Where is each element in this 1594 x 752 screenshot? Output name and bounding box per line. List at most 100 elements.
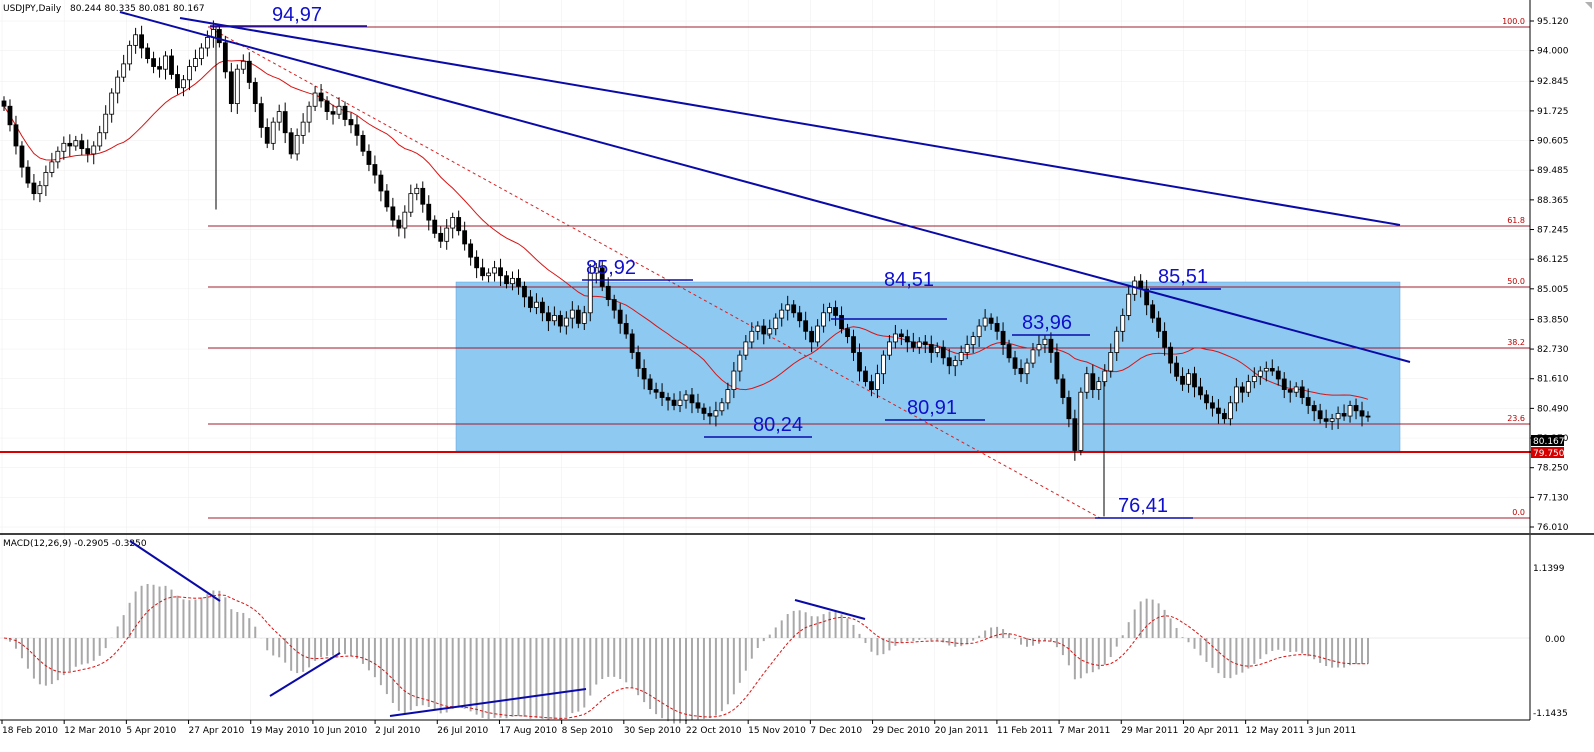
candle-body xyxy=(336,105,342,115)
candle-body xyxy=(1263,367,1269,372)
time-tick-label: 26 Jul 2010 xyxy=(437,726,488,736)
candle-body xyxy=(1078,391,1084,451)
candle-body xyxy=(1036,344,1042,351)
candle-body xyxy=(1257,370,1263,377)
candle-body xyxy=(1084,373,1090,393)
candle-body xyxy=(916,341,922,348)
candle-body xyxy=(701,407,707,414)
ma-line xyxy=(3,59,1369,400)
time-tick-label: 15 Nov 2010 xyxy=(748,726,806,736)
time-tick-label: 11 Feb 2011 xyxy=(997,726,1053,736)
candle-body xyxy=(1090,373,1096,390)
candle-body xyxy=(1066,397,1072,420)
candle-body xyxy=(510,277,515,285)
candle-body xyxy=(486,272,491,277)
candle-body xyxy=(258,103,264,128)
candle-body xyxy=(528,296,533,308)
candle-body xyxy=(7,105,13,126)
candle-body xyxy=(898,333,904,338)
candle-body xyxy=(994,322,1000,332)
candle-body xyxy=(222,42,228,73)
candle-body xyxy=(1102,370,1108,383)
macd-signal xyxy=(3,594,1368,719)
annotation-8024: 80,24 xyxy=(753,414,803,436)
candle-body xyxy=(749,330,755,343)
macd-divergence-1 xyxy=(129,540,221,602)
price-tick-label: 94.000 xyxy=(1537,47,1569,57)
candle-body xyxy=(845,328,850,338)
candle-body xyxy=(246,60,252,83)
candle-body xyxy=(635,352,641,369)
candle-body xyxy=(1204,394,1209,404)
candle-body xyxy=(228,71,234,105)
candle-body xyxy=(516,277,521,287)
candle-body xyxy=(1216,407,1221,414)
price-tick-label: 83.850 xyxy=(1537,315,1569,325)
candle-body xyxy=(1293,386,1299,393)
candle-body xyxy=(1305,397,1311,406)
candle-body xyxy=(581,312,587,324)
candle-body xyxy=(551,315,557,322)
candle-body xyxy=(719,402,725,412)
candle-body xyxy=(1186,373,1191,385)
candle-body xyxy=(1222,413,1227,420)
candle-body xyxy=(474,256,480,269)
candle-body xyxy=(1012,357,1018,369)
candle-body xyxy=(755,325,761,332)
time-tick-label: 10 Jun 2010 xyxy=(313,726,367,736)
candle-body xyxy=(103,113,109,134)
candle-body xyxy=(456,217,462,232)
candle-body xyxy=(599,267,605,287)
candle-body xyxy=(815,325,821,343)
candle-body xyxy=(1168,346,1173,364)
fib-trend-line xyxy=(209,27,1101,519)
candle-body xyxy=(707,413,713,417)
candle-body xyxy=(534,301,539,308)
fib-level-label: 100.0 xyxy=(1502,17,1525,26)
macd-tick-top: 1.1399 xyxy=(1533,564,1565,574)
candle-body xyxy=(785,304,791,311)
candle-body xyxy=(306,105,312,123)
candle-body xyxy=(1347,405,1353,417)
macd-divergence-4 xyxy=(794,599,866,620)
candle-body xyxy=(354,124,360,136)
candle-body xyxy=(1114,330,1120,353)
price-tick-label: 76.010 xyxy=(1537,523,1569,533)
candle-body xyxy=(372,164,378,176)
candle-body xyxy=(546,312,551,322)
candle-body xyxy=(671,399,677,406)
candle-body xyxy=(1048,338,1054,353)
candle-body xyxy=(1120,315,1126,332)
candle-body xyxy=(1198,386,1203,396)
candle-body xyxy=(958,352,964,361)
candle-body xyxy=(665,397,671,401)
candle-body xyxy=(1042,338,1048,345)
candle-body xyxy=(540,301,545,314)
candle-body xyxy=(881,354,886,375)
candle-body xyxy=(1054,352,1060,380)
candle-body xyxy=(264,127,270,144)
candle-body xyxy=(803,320,809,332)
chart-header-symbol: USDJPY,Daily xyxy=(3,4,62,14)
candle-body xyxy=(731,370,737,390)
candle-body xyxy=(952,360,958,367)
candle-body xyxy=(121,63,127,78)
candle-body xyxy=(653,389,659,393)
candle-body xyxy=(1,100,7,107)
candle-body xyxy=(767,328,773,335)
candle-body xyxy=(1006,344,1012,359)
candle-body xyxy=(1341,413,1347,417)
candle-body xyxy=(31,182,37,195)
candle-body xyxy=(1060,378,1066,398)
candle-body xyxy=(79,140,85,150)
candle-body xyxy=(695,402,701,409)
candle-body xyxy=(348,119,354,126)
range-box xyxy=(455,281,1401,452)
price-tick-label: 89.485 xyxy=(1537,166,1569,176)
candle-body xyxy=(1210,402,1215,409)
macd-signal-line xyxy=(3,594,1368,719)
candle-body xyxy=(1162,330,1167,348)
candle-body xyxy=(468,243,474,258)
candle-body xyxy=(432,219,438,234)
candle-body xyxy=(492,267,497,274)
